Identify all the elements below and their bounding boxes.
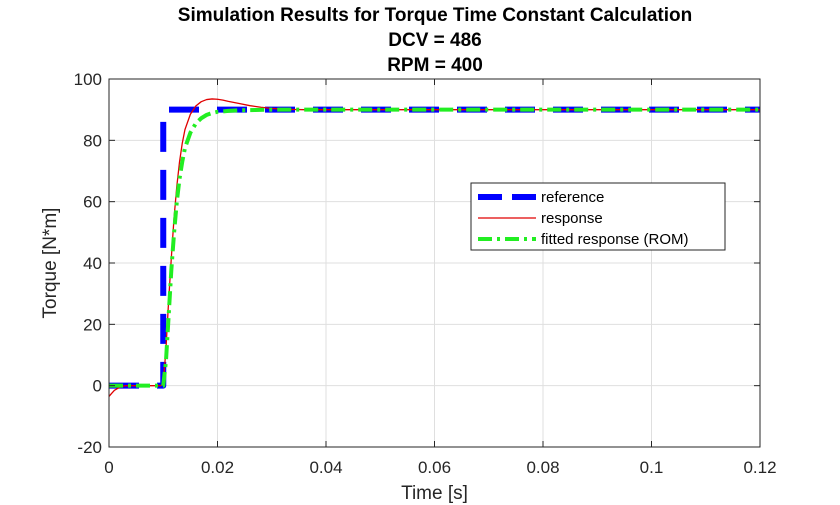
x-axis-label: Time [s] (401, 483, 468, 504)
series-layer (109, 98, 760, 397)
series-line-2 (109, 107, 760, 388)
y-tick-label: -20 (77, 438, 102, 457)
x-tick-label: 0.12 (743, 458, 776, 477)
title-line-3: RPM = 400 (387, 55, 483, 76)
x-tick-label: 0.08 (526, 458, 559, 477)
legend: reference response fitted response (ROM) (470, 182, 726, 251)
y-tick-label: 20 (83, 315, 102, 334)
legend-label-2: fitted response (ROM) (541, 231, 689, 248)
y-tick-label: 100 (74, 70, 102, 89)
chart-title: Simulation Results for Torque Time Const… (178, 5, 692, 76)
y-axis-ticks: -20 0 20 40 60 80 100 (74, 70, 760, 457)
x-tick-label: 0.1 (640, 458, 664, 477)
x-tick-label: 0.02 (201, 458, 234, 477)
x-tick-label: 0.06 (418, 458, 451, 477)
y-tick-label: 40 (83, 254, 102, 273)
title-line-2: DCV = 486 (388, 30, 481, 51)
legend-label-1: response (541, 210, 603, 227)
y-tick-label: 80 (83, 131, 102, 150)
grid (109, 79, 760, 447)
legend-label-0: reference (541, 189, 604, 206)
y-tick-label: 0 (93, 377, 102, 396)
title-line-1: Simulation Results for Torque Time Const… (178, 5, 692, 26)
x-axis-ticks: 0 0.02 0.04 0.06 0.08 0.1 0.12 (104, 79, 777, 477)
x-tick-label: 0 (104, 458, 113, 477)
y-axis-label: Torque [N*m] (40, 208, 61, 319)
y-tick-label: 60 (83, 193, 102, 212)
x-tick-label: 0.04 (309, 458, 342, 477)
